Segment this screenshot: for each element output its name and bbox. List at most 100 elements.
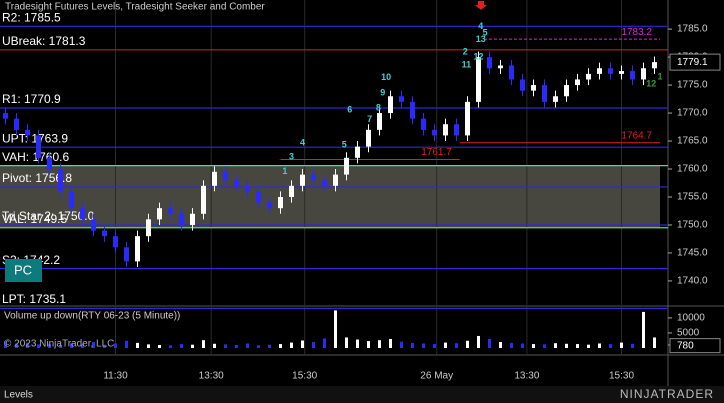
level-label: VAL: 1749.5 — [2, 212, 67, 226]
candle-body — [608, 68, 613, 74]
marker-label: 1783.2 — [621, 27, 652, 38]
volume-bar — [444, 342, 447, 348]
volume-bar — [642, 311, 645, 348]
volume-bar — [246, 343, 249, 348]
y-tick-label: 1740.0 — [677, 276, 708, 287]
y-tick-label: 1760.0 — [677, 164, 708, 175]
candle-body — [498, 65, 503, 69]
tab[interactable]: Levels — [4, 390, 33, 401]
volume-bar — [290, 342, 293, 348]
chart-title: Tradesight Futures Levels, Tradesight Se… — [5, 2, 265, 13]
candle-body — [179, 213, 184, 225]
signal-arrow — [475, 1, 487, 10]
count-label: 5 — [483, 27, 488, 37]
volume-tick-label: 10000 — [677, 313, 705, 324]
volume-bar — [147, 344, 150, 348]
volume-bar — [301, 340, 304, 348]
candle-body — [47, 157, 52, 170]
volume-current-label: 780 — [677, 340, 694, 351]
candle-body — [267, 202, 272, 209]
x-tick-label: 13:30 — [514, 371, 539, 382]
volume-bar — [609, 344, 612, 348]
count-label: 10 — [381, 72, 391, 82]
volume-bar — [235, 344, 238, 348]
y-tick-label: 1785.0 — [677, 24, 708, 35]
candle-body — [652, 62, 657, 69]
candle-body — [124, 247, 129, 262]
candle-body — [157, 208, 162, 220]
x-tick-label: 11:30 — [103, 371, 128, 382]
candle-body — [256, 191, 261, 203]
volume-bar — [466, 340, 469, 348]
candle-body — [14, 118, 19, 130]
volume-bar — [411, 342, 414, 348]
candle-body — [245, 185, 250, 192]
marker-label: 1761.7 — [421, 147, 452, 158]
level-label: R1: 1770.9 — [2, 92, 61, 106]
volume-title: Volume up down(RTY 06-23 (5 Minute)) — [4, 311, 180, 322]
candle-body — [575, 79, 580, 86]
volume-bar — [279, 344, 282, 348]
volume-bar — [136, 342, 139, 348]
level-label: UBreak: 1781.3 — [2, 34, 86, 48]
candle-body — [80, 208, 85, 220]
count-label: 3 — [289, 152, 294, 162]
volume-bar — [499, 341, 502, 348]
candle-body — [113, 236, 118, 248]
level-label: R2: 1785.5 — [2, 10, 61, 24]
volume-bar — [587, 344, 590, 348]
candle-body — [586, 73, 591, 80]
candle-body — [91, 219, 96, 231]
volume-bar — [103, 344, 106, 348]
candle-body — [443, 124, 448, 136]
copyright: © 2023 NinjaTrader, LLC — [4, 339, 114, 350]
volume-bar — [422, 343, 425, 348]
count-label: 8 — [376, 102, 381, 112]
volume-bar — [576, 344, 579, 348]
volume-bar — [70, 343, 73, 348]
candle-body — [212, 171, 217, 186]
volume-bar — [114, 343, 117, 348]
count-label: 1 — [282, 166, 287, 176]
level-label: UPT: 1763.9 — [2, 131, 68, 145]
count-label: 6 — [347, 105, 352, 115]
y-tick-label: 1750.0 — [677, 220, 708, 231]
value-area — [0, 165, 660, 228]
badge[interactable]: PC — [14, 262, 32, 277]
last-price-label: 1779.1 — [677, 57, 708, 68]
candle-body — [300, 174, 305, 186]
candle-body — [542, 85, 547, 102]
volume-bar — [400, 341, 403, 348]
volume-bar — [59, 344, 62, 348]
volume-bar — [191, 344, 194, 348]
candle-body — [69, 191, 74, 209]
candle-body — [311, 174, 316, 181]
candle-body — [388, 96, 393, 114]
candle-body — [630, 71, 635, 80]
candle-body — [509, 65, 514, 80]
volume-bar — [48, 343, 51, 348]
logo: NINJATRADER — [620, 387, 714, 401]
candle-body — [278, 196, 283, 209]
volume-tick-label: 5000 — [677, 328, 700, 339]
y-tick-label: 1765.0 — [677, 136, 708, 147]
volume-bar — [488, 338, 491, 348]
volume-bar — [224, 344, 227, 348]
volume-bar — [334, 310, 337, 348]
candle-body — [454, 124, 459, 136]
candle-body — [564, 85, 569, 97]
candle-body — [146, 219, 151, 237]
candle-body — [520, 79, 525, 91]
candle-body — [487, 57, 492, 69]
volume-bar — [345, 337, 348, 348]
candle-body — [190, 213, 195, 225]
count-label: 13 — [476, 34, 486, 44]
volume-bar — [180, 344, 183, 348]
y-tick-label: 1770.0 — [677, 108, 708, 119]
candle-body — [234, 180, 239, 186]
candle-body — [377, 113, 382, 130]
badge-box[interactable] — [5, 259, 42, 282]
candle-body — [553, 96, 558, 102]
candle-body — [3, 113, 8, 119]
